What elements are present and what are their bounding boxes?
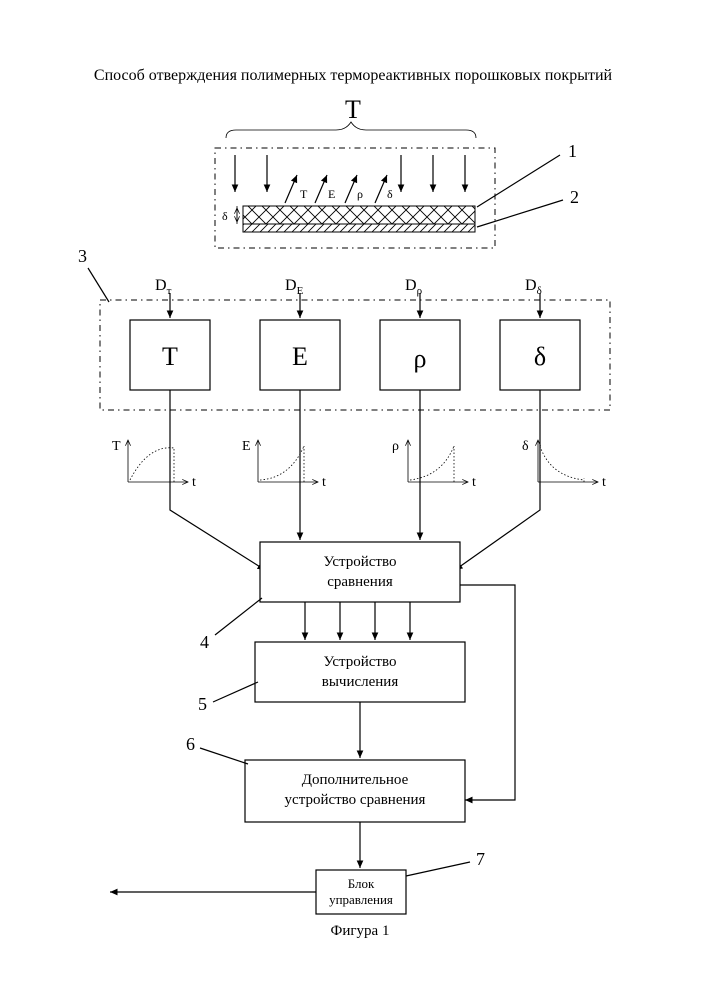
emit-arrow <box>285 175 297 203</box>
compute-line1: Устройство <box>324 654 397 670</box>
callout-3: 3 <box>78 246 87 266</box>
emit-label-delta: δ <box>387 187 393 201</box>
addcompare-box <box>245 760 465 822</box>
wire-t-compare <box>170 390 265 570</box>
callout-3-line <box>88 268 109 302</box>
compute-line2: вычисления <box>322 674 399 690</box>
d-e-label: DE <box>285 277 304 297</box>
chamber-box <box>215 148 495 248</box>
delta-thickness-label: δ <box>222 209 228 223</box>
d-t-label: Dт <box>155 277 172 297</box>
graph-delta: δ t <box>522 439 606 490</box>
compare-box <box>260 542 460 602</box>
graph-e-ylabel: E <box>242 439 251 454</box>
coating-layer <box>243 206 475 224</box>
callout-5-line <box>213 682 258 702</box>
wire-compare-addcompare <box>460 585 515 800</box>
page-title: Способ отверждения полимерных термореакт… <box>94 67 613 84</box>
callout-1-line <box>477 155 560 207</box>
callout-6-line <box>200 748 248 764</box>
graph-t-ylabel: T <box>112 439 121 454</box>
sensor-e-label: E <box>292 342 308 371</box>
wire-delta-compare <box>455 390 540 570</box>
emit-label-t: Т <box>300 187 308 201</box>
d-delta-label: Dδ <box>525 277 542 297</box>
top-brace <box>226 122 476 138</box>
callout-7: 7 <box>476 849 485 869</box>
control-line1: Блок <box>348 876 375 891</box>
graph-rho: ρ t <box>392 439 476 490</box>
emit-arrow <box>315 175 327 203</box>
graph-rho-xlabel: t <box>472 475 476 490</box>
graph-t: T t <box>112 439 196 490</box>
addcompare-line1: Дополнительное <box>302 772 409 788</box>
graph-e: E t <box>242 439 326 490</box>
graph-delta-xlabel: t <box>602 475 606 490</box>
emit-arrow <box>345 175 357 203</box>
sensor-delta-label: δ <box>534 342 546 371</box>
callout-5: 5 <box>198 694 207 714</box>
callout-6: 6 <box>186 734 195 754</box>
graph-delta-ylabel: δ <box>522 439 529 454</box>
substrate-layer <box>243 224 475 232</box>
emit-arrow <box>375 175 387 203</box>
callout-4: 4 <box>200 632 209 652</box>
compute-box <box>255 642 465 702</box>
callout-4-line <box>215 598 262 635</box>
sensor-rho-label: ρ <box>414 344 427 373</box>
callout-2: 2 <box>570 187 579 207</box>
sensor-t-label: T <box>162 342 178 371</box>
graph-rho-ylabel: ρ <box>392 439 399 454</box>
emit-label-rho: ρ <box>357 187 363 201</box>
figure-caption: Фигура 1 <box>331 923 390 939</box>
emit-label-e: Е <box>328 187 335 201</box>
addcompare-line2: устройство сравнения <box>285 792 426 808</box>
compare-line2: сравнения <box>327 574 393 590</box>
t-top-label: T <box>345 95 361 124</box>
callout-1: 1 <box>568 141 577 161</box>
control-line2: управления <box>329 892 393 907</box>
graph-t-xlabel: t <box>192 475 196 490</box>
compare-line1: Устройство <box>324 554 397 570</box>
graph-e-xlabel: t <box>322 475 326 490</box>
callout-7-line <box>406 862 470 876</box>
callout-2-line <box>477 200 563 227</box>
